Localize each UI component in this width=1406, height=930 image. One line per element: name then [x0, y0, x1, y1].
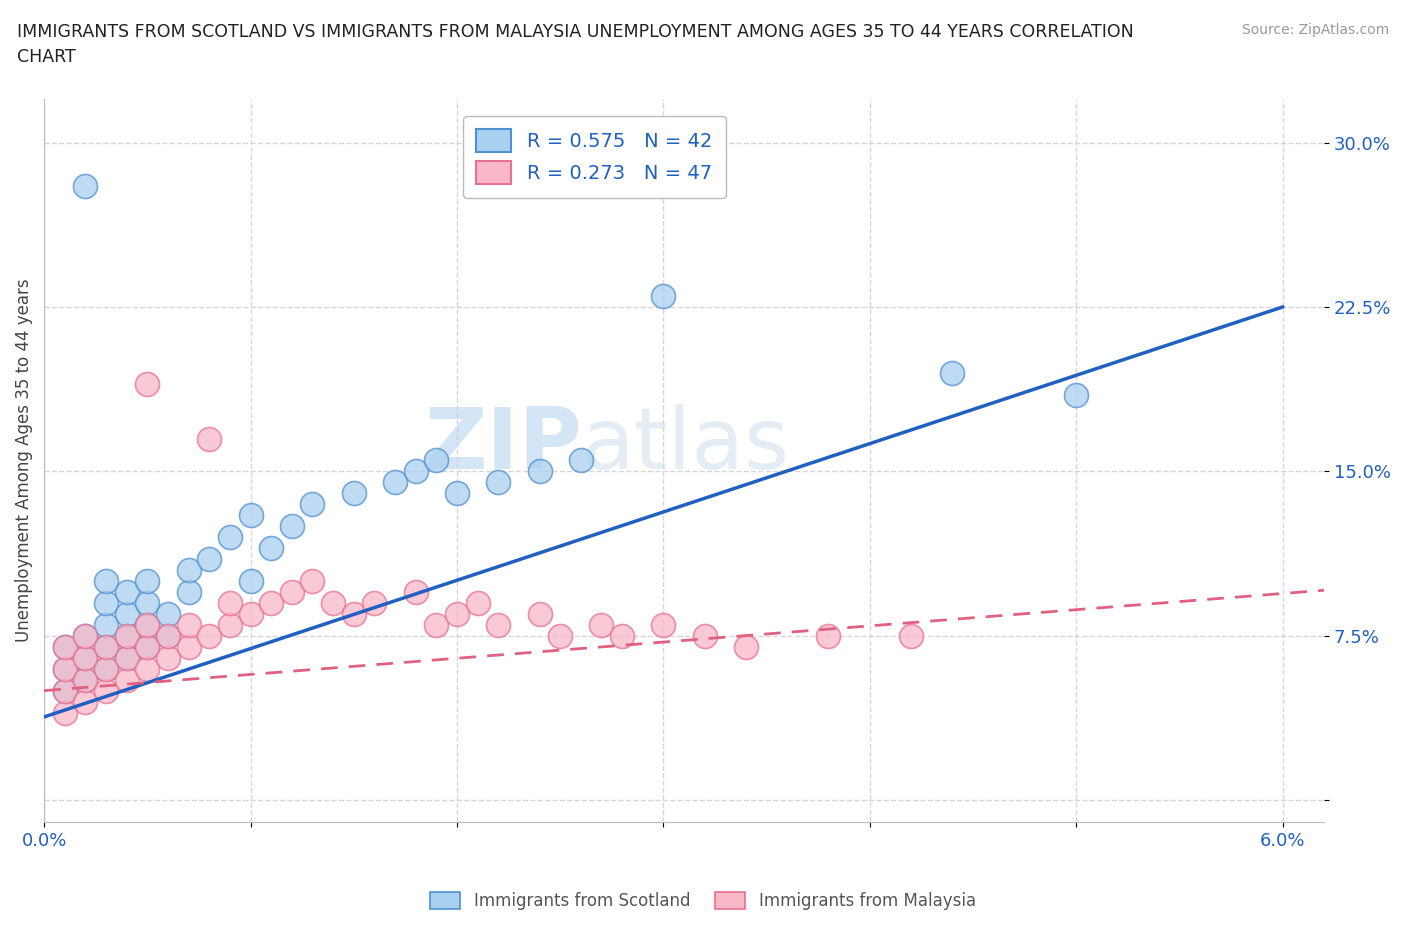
- Point: [156, 606, 179, 621]
- Point: [136, 618, 159, 632]
- Point: [94, 661, 117, 676]
- Point: [693, 629, 716, 644]
- Point: [156, 629, 179, 644]
- Point: [177, 585, 200, 600]
- Point: [941, 365, 963, 380]
- Point: [1064, 387, 1087, 402]
- Point: [53, 639, 76, 654]
- Point: [94, 639, 117, 654]
- Point: [425, 453, 447, 468]
- Legend: R = 0.575   N = 42, R = 0.273   N = 47: R = 0.575 N = 42, R = 0.273 N = 47: [463, 115, 725, 197]
- Point: [75, 179, 97, 193]
- Point: [94, 661, 117, 676]
- Point: [177, 618, 200, 632]
- Point: [322, 595, 344, 610]
- Point: [610, 629, 633, 644]
- Point: [136, 574, 159, 589]
- Point: [136, 639, 159, 654]
- Point: [900, 629, 922, 644]
- Point: [75, 629, 97, 644]
- Point: [136, 661, 159, 676]
- Point: [405, 585, 427, 600]
- Point: [405, 464, 427, 479]
- Point: [75, 650, 97, 665]
- Legend: Immigrants from Scotland, Immigrants from Malaysia: Immigrants from Scotland, Immigrants fro…: [423, 885, 983, 917]
- Point: [75, 694, 97, 709]
- Point: [239, 508, 262, 523]
- Point: [817, 629, 839, 644]
- Point: [219, 530, 242, 545]
- Text: atlas: atlas: [582, 405, 790, 487]
- Text: ZIP: ZIP: [423, 405, 582, 487]
- Point: [136, 639, 159, 654]
- Point: [219, 595, 242, 610]
- Point: [260, 540, 283, 555]
- Point: [115, 585, 138, 600]
- Text: Source: ZipAtlas.com: Source: ZipAtlas.com: [1241, 23, 1389, 37]
- Point: [53, 661, 76, 676]
- Point: [94, 595, 117, 610]
- Point: [94, 684, 117, 698]
- Point: [53, 639, 76, 654]
- Point: [548, 629, 571, 644]
- Point: [198, 551, 221, 566]
- Point: [53, 661, 76, 676]
- Point: [115, 672, 138, 687]
- Point: [260, 595, 283, 610]
- Point: [177, 639, 200, 654]
- Point: [343, 485, 366, 500]
- Point: [384, 475, 406, 490]
- Point: [343, 606, 366, 621]
- Point: [53, 705, 76, 720]
- Point: [281, 519, 304, 534]
- Point: [529, 606, 551, 621]
- Point: [94, 639, 117, 654]
- Point: [136, 377, 159, 392]
- Point: [569, 453, 592, 468]
- Point: [281, 585, 304, 600]
- Point: [446, 485, 468, 500]
- Point: [75, 672, 97, 687]
- Point: [115, 650, 138, 665]
- Point: [75, 672, 97, 687]
- Point: [301, 574, 323, 589]
- Point: [156, 629, 179, 644]
- Point: [75, 629, 97, 644]
- Point: [115, 650, 138, 665]
- Point: [198, 432, 221, 446]
- Point: [486, 475, 509, 490]
- Point: [115, 629, 138, 644]
- Point: [591, 618, 613, 632]
- Point: [219, 618, 242, 632]
- Point: [94, 618, 117, 632]
- Point: [239, 574, 262, 589]
- Point: [115, 606, 138, 621]
- Y-axis label: Unemployment Among Ages 35 to 44 years: Unemployment Among Ages 35 to 44 years: [15, 279, 32, 643]
- Point: [652, 288, 675, 303]
- Point: [136, 595, 159, 610]
- Point: [156, 650, 179, 665]
- Point: [239, 606, 262, 621]
- Point: [94, 574, 117, 589]
- Point: [198, 629, 221, 644]
- Point: [115, 629, 138, 644]
- Point: [486, 618, 509, 632]
- Point: [75, 650, 97, 665]
- Point: [177, 563, 200, 578]
- Point: [425, 618, 447, 632]
- Point: [529, 464, 551, 479]
- Point: [446, 606, 468, 621]
- Point: [136, 618, 159, 632]
- Point: [363, 595, 385, 610]
- Point: [301, 497, 323, 512]
- Point: [735, 639, 758, 654]
- Text: IMMIGRANTS FROM SCOTLAND VS IMMIGRANTS FROM MALAYSIA UNEMPLOYMENT AMONG AGES 35 : IMMIGRANTS FROM SCOTLAND VS IMMIGRANTS F…: [17, 23, 1133, 66]
- Point: [53, 684, 76, 698]
- Point: [652, 618, 675, 632]
- Point: [53, 684, 76, 698]
- Point: [467, 595, 489, 610]
